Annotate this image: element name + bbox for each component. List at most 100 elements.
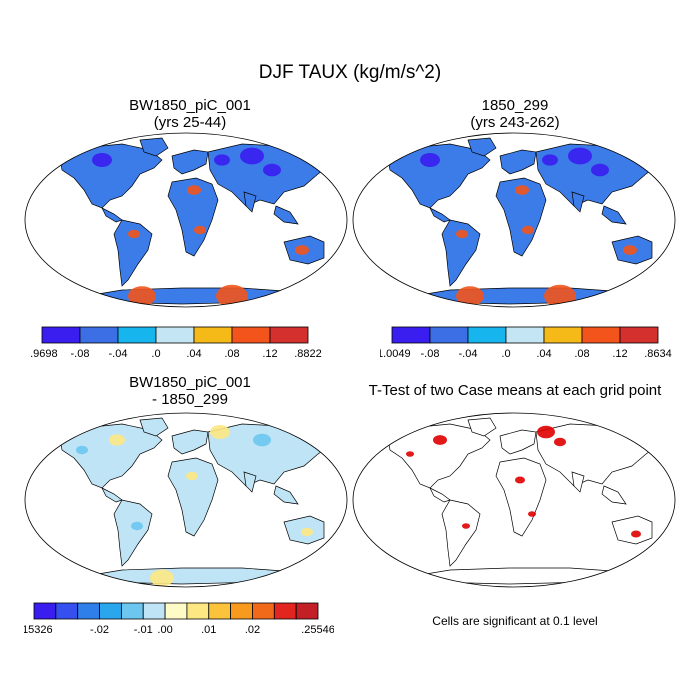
colorbar-label: .08	[224, 348, 239, 360]
colorbar-box	[269, 326, 309, 344]
continent-central-america	[101, 487, 123, 503]
colorbar-label: -.02	[90, 624, 109, 636]
field-patch	[554, 437, 566, 447]
colorbar-box	[231, 326, 271, 344]
colorbar-label: -.08	[71, 348, 90, 360]
colorbar-label: .12	[612, 348, 627, 360]
field-patch	[542, 154, 558, 166]
field-patch	[406, 451, 414, 457]
field-patch	[210, 425, 230, 439]
colorbar-label: .0	[151, 348, 160, 360]
field-patch	[194, 225, 206, 235]
map-boundary	[352, 412, 676, 588]
continent-greenland	[467, 137, 497, 157]
continent-antarctica	[73, 287, 323, 305]
colorbar-box	[77, 602, 100, 620]
colorbar-label: .8822	[294, 348, 322, 360]
colorbar-label: .0	[501, 348, 510, 360]
panel-1-title-case: BW1850_piC_001	[129, 97, 251, 114]
panel-3-title: BW1850_piC_001 - 1850_299	[30, 374, 350, 408]
field-patch	[295, 245, 309, 255]
colorbar-box	[41, 326, 81, 344]
field-patch	[263, 163, 281, 177]
colorbar-box	[186, 602, 210, 620]
field-patch	[456, 286, 484, 306]
continent-greenland	[139, 137, 169, 157]
map-panel-1	[24, 132, 348, 308]
field-patch	[631, 530, 641, 538]
colorbar-label: -.08	[421, 348, 440, 360]
panel-2-title-years: (yrs 243-262)	[470, 114, 560, 131]
panel-3-title-case: BW1850_piC_001	[129, 374, 251, 391]
colorbar-box	[543, 326, 583, 344]
field-patch	[187, 185, 201, 195]
continent-central-america	[429, 487, 451, 503]
map-boundary	[352, 132, 676, 308]
significance-note: Cells are significant at 0.1 level	[432, 614, 598, 628]
continent-greenland	[139, 417, 169, 437]
colorbar-label: -.04	[109, 348, 128, 360]
continent-southeast-asia	[273, 485, 299, 505]
colorbar-box	[193, 326, 233, 344]
continent-europe	[171, 149, 209, 175]
figure-title: DJF TAUX (kg/m/s^2)	[258, 62, 442, 83]
continent-south-america	[441, 219, 481, 287]
map-boundary	[24, 412, 348, 588]
continent-north-america	[59, 143, 163, 209]
colorbar-box	[429, 326, 469, 344]
field-patch	[420, 153, 440, 167]
continent-south-america	[113, 499, 153, 567]
continent-central-america	[101, 207, 123, 223]
field-patch	[528, 511, 536, 517]
map-panel-4	[352, 412, 676, 588]
colorbar-label: -.04	[459, 348, 478, 360]
field-patch	[433, 435, 447, 445]
colorbar-label: .00	[157, 624, 172, 636]
colorbar-label: .12	[262, 348, 277, 360]
field-patch	[253, 433, 271, 447]
panel-1-title: BW1850_piC_001 (yrs 25-44)	[30, 97, 350, 131]
colorbar-label: -.9698	[30, 348, 58, 360]
field-patch	[515, 185, 529, 195]
field-patch	[216, 284, 248, 307]
field-patch	[544, 284, 576, 307]
colorbar-label: .08	[574, 348, 589, 360]
panel-1-title-years: (yrs 25-44)	[153, 114, 227, 131]
colorbar-label: .02	[245, 624, 260, 636]
panel-4-title: T-Test of two Case means at each grid po…	[368, 382, 662, 399]
colorbar-box	[252, 602, 275, 620]
map-boundary	[24, 132, 348, 308]
continent-antarctica	[401, 287, 651, 305]
continent-north-america	[387, 143, 491, 209]
colorbar-label: -.01	[134, 624, 153, 636]
colorbar-label: .04	[186, 348, 201, 360]
continent-europe	[499, 429, 537, 455]
continent-africa	[495, 177, 547, 257]
field-patch	[456, 229, 468, 239]
colorbar-box	[505, 326, 545, 344]
colorbar-box	[581, 326, 621, 344]
continent-greenland	[467, 417, 497, 437]
continent-south-america	[113, 219, 153, 287]
colorbar-box	[99, 602, 122, 620]
colorbar-panel-2: -1.0049 -.08 -.04 .0 .04 .08 .12 .8634	[380, 326, 672, 360]
continent-central-america	[429, 207, 451, 223]
continent-north-america	[59, 423, 163, 489]
continent-australia	[611, 515, 653, 545]
continent-antarctica	[401, 567, 651, 585]
colorbar-box	[117, 326, 157, 344]
colorbar-box	[120, 602, 144, 620]
continent-india	[243, 191, 257, 213]
field-patch	[522, 225, 534, 235]
field-patch	[92, 153, 112, 167]
colorbar-box	[391, 326, 431, 344]
colorbar-panel-3: -.15326 -.02 -.01 .00 .01 .02 .25546	[24, 602, 334, 636]
colorbar-panel-1: -.9698 -.08 -.04 .0 .04 .08 .12 .8822	[30, 326, 322, 360]
colorbar-box	[33, 602, 57, 620]
colorbar-box	[273, 602, 297, 620]
continent-southeast-asia	[273, 205, 299, 225]
continent-africa	[167, 177, 219, 257]
panel-2-title: 1850_299 (yrs 243-262)	[355, 97, 675, 131]
field-patch	[76, 445, 88, 455]
continent-india	[571, 191, 585, 213]
